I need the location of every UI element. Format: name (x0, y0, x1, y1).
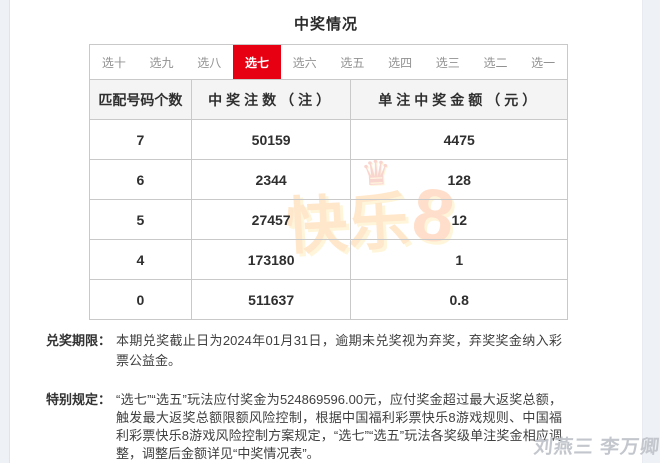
table-cell: 7 (89, 119, 192, 160)
table-cell: 6 (89, 159, 192, 200)
note-text: 本期兑奖截止日为2024年01月31日，逾期未兑奖视为弃奖，弃奖奖金纳入彩票公益… (116, 333, 562, 368)
column-header-match-count: 匹配号码个数 (89, 79, 192, 120)
tab-pick-8[interactable]: 选八 (197, 55, 222, 70)
table-cell: 12 (350, 199, 568, 240)
header-row: 匹配号码个数 中奖注数（注） 单注中奖金额（元） (89, 79, 568, 120)
table-row: 5 27457 12 (89, 199, 568, 240)
redemption-deadline-note: 兑奖期限： 本期兑奖截止日为2024年01月31日，逾期未兑奖视为弃奖，弃奖奖金… (46, 331, 562, 371)
table-cell: 4475 (350, 119, 568, 160)
note-text: “选七”“选五”玩法应付奖金为524869596.00元，应付奖金超过最大返奖总… (116, 392, 562, 461)
tab-pick-10[interactable]: 选十 (101, 55, 126, 70)
table-row: 7 50159 4475 (89, 119, 568, 160)
tab-pick-5[interactable]: 选五 (340, 55, 365, 70)
table-cell: 173180 (190, 239, 352, 280)
table-cell: 128 (350, 159, 568, 200)
tab-pick-7[interactable]: 选七 (233, 45, 281, 79)
table-cell: 2344 (190, 159, 352, 200)
note-label: 兑奖期限： (46, 333, 112, 348)
table-cell: 511637 (190, 279, 352, 320)
table-cell: 0 (89, 279, 192, 320)
table-cell: 5 (89, 199, 192, 240)
prize-table: 匹配号码个数 中奖注数（注） 单注中奖金额（元） 7 50159 4475 6 … (89, 79, 568, 320)
table-cell: 1 (350, 239, 568, 280)
tab-pick-6[interactable]: 选六 (292, 55, 317, 70)
table-cell: 27457 (190, 199, 352, 240)
content-card: 中奖情况 选十 选九 选八 选七 选六 选五 选四 选三 选二 选一 ♛ 快乐8 (9, 0, 643, 463)
table-cell: 50159 (190, 119, 352, 160)
table-cell: 0.8 (350, 279, 568, 320)
page-title: 中奖情况 (293, 16, 358, 33)
tab-pick-9[interactable]: 选九 (149, 55, 174, 70)
tab-pick-1[interactable]: 选一 (531, 55, 556, 70)
table-row: 4 173180 1 (89, 239, 568, 280)
column-header-winning-bets: 中奖注数（注） (190, 79, 352, 120)
column-header-prize-amount: 单注中奖金额（元） (350, 79, 568, 120)
tab-pick-3[interactable]: 选三 (435, 55, 460, 70)
special-provision-note: 特别规定： “选七”“选五”玩法应付奖金为524869596.00元，应付奖金超… (46, 391, 562, 463)
tab-pick-2[interactable]: 选二 (483, 55, 508, 70)
table-cell: 4 (89, 239, 192, 280)
note-label: 特别规定： (46, 392, 112, 407)
play-type-tabs: 选十 选九 选八 选七 选六 选五 选四 选三 选二 选一 (89, 44, 568, 80)
table-row: 0 511637 0.8 (89, 279, 568, 320)
tab-pick-4[interactable]: 选四 (388, 55, 413, 70)
prize-panel: 选十 选九 选八 选七 选六 选五 选四 选三 选二 选一 ♛ 快乐8 匹配号码个… (89, 44, 568, 320)
table-row: 6 2344 128 (89, 159, 568, 200)
